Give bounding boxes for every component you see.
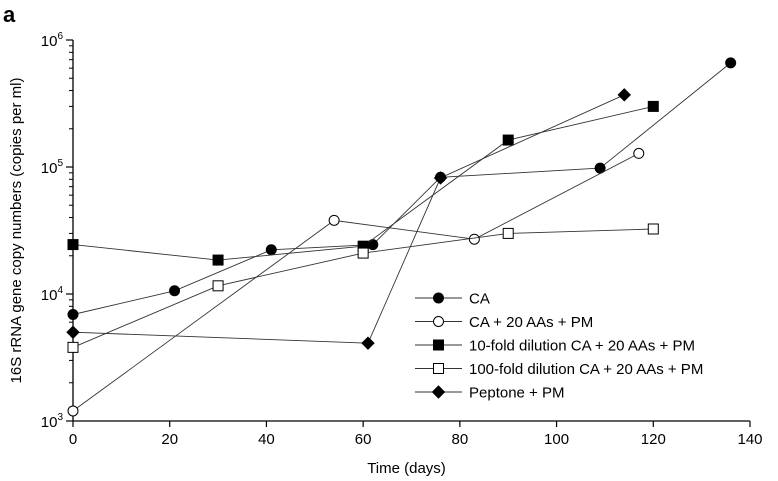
series-line: [72, 62, 731, 315]
legend: CA CA + 20 AAs + PM 10-fold dilution CA + …: [415, 291, 703, 402]
data-point: [169, 285, 181, 297]
x-tick-label: 100: [544, 431, 569, 448]
legend-item: CA + 20 AAs + PM: [415, 314, 593, 331]
y-tick-base: 10: [41, 414, 58, 431]
series-2: [67, 147, 645, 417]
series-line: [72, 105, 654, 261]
legend-item: 10-fold dilution CA + 20 AAs + PM: [415, 338, 695, 355]
legend-marker: [433, 316, 444, 327]
series-line: [72, 153, 640, 412]
legend-marker: [433, 339, 444, 351]
y-tick-base: 10: [41, 160, 58, 177]
series-1: [67, 57, 737, 320]
y-tick-exponent: 3: [57, 412, 63, 423]
y-tick-base: 10: [41, 287, 58, 304]
y-tick-base: 10: [41, 33, 58, 50]
legend-label: CA: [469, 291, 490, 308]
series-layer: [66, 57, 737, 417]
series-4: [67, 223, 659, 353]
data-point: [367, 239, 379, 251]
data-point: [265, 244, 277, 256]
legend-label: 100-fold dilution CA + 20 AAs + PM: [469, 361, 703, 378]
legend-label: CA + 20 AAs + PM: [469, 314, 593, 331]
data-point: [67, 308, 79, 320]
y-tick-exponent: 4: [57, 285, 63, 296]
data-point: [361, 336, 375, 350]
data-point: [633, 147, 645, 159]
series-3: [67, 100, 659, 266]
data-point: [212, 280, 224, 292]
x-tick-label: 20: [161, 431, 178, 448]
y-tick-label: 105: [41, 158, 64, 177]
data-point: [617, 88, 631, 102]
y-axis-title: 16S rRNA gene copy numbers (copies per m…: [8, 78, 25, 384]
x-tick-label: 40: [258, 431, 275, 448]
data-point: [433, 171, 448, 185]
y-tick-label: 104: [41, 285, 64, 304]
x-tick-label: 140: [737, 431, 762, 448]
legend-label: Peptone + PM: [469, 385, 564, 402]
data-point: [212, 254, 224, 266]
data-point: [67, 239, 79, 251]
legend-marker: [431, 385, 446, 399]
series-5: [66, 88, 631, 350]
data-point: [502, 227, 514, 239]
x-axis-title: Time (days): [367, 460, 446, 477]
y-tick-label: 106: [41, 31, 64, 50]
data-point: [66, 325, 80, 339]
y-tick-label: 103: [41, 412, 64, 431]
legend-marker: [433, 363, 444, 374]
data-point: [725, 57, 737, 69]
data-point: [468, 233, 480, 245]
legend-item: CA: [415, 291, 490, 308]
panel-label: a: [3, 2, 16, 27]
x-tick-label: 120: [641, 431, 666, 448]
data-point: [647, 223, 659, 235]
data-point: [357, 247, 369, 259]
x-tick-label: 60: [355, 431, 372, 448]
legend-item: Peptone + PM: [415, 385, 564, 402]
data-point: [502, 134, 514, 146]
data-point: [647, 100, 659, 112]
data-point: [67, 341, 79, 353]
y-tick-exponent: 5: [57, 158, 63, 169]
data-point: [328, 214, 340, 226]
series-line: [72, 94, 625, 344]
legend-label: 10-fold dilution CA + 20 AAs + PM: [469, 338, 695, 355]
legend-item: 100-fold dilution CA + 20 AAs + PM: [415, 361, 703, 378]
x-tick-label: 80: [452, 431, 469, 448]
data-point: [67, 405, 79, 417]
y-tick-exponent: 6: [57, 31, 63, 42]
legend-marker: [433, 292, 444, 304]
x-tick-label: 0: [69, 431, 77, 448]
